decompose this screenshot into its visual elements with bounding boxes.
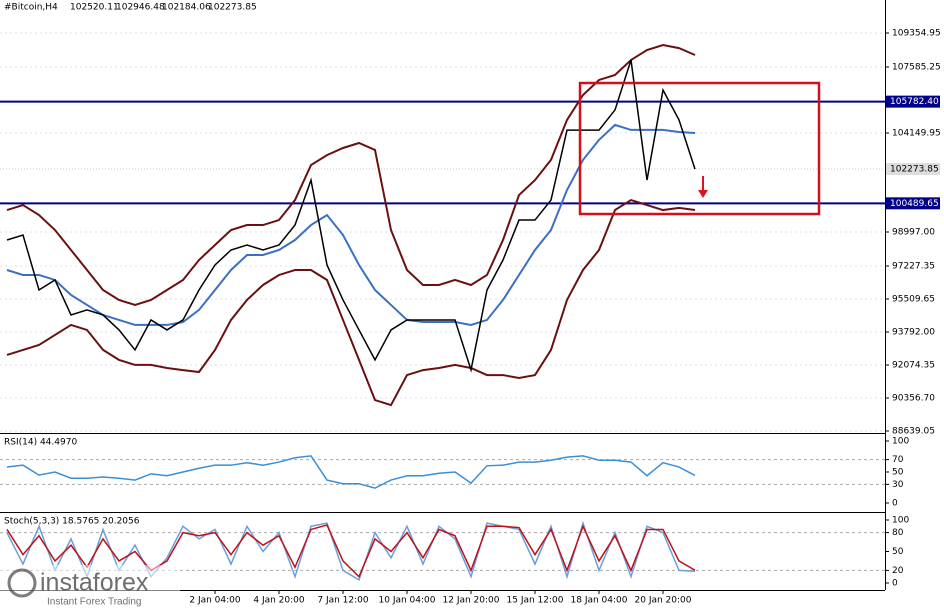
y-tick-label: 100 (892, 516, 909, 526)
y-tick-label: 0 (892, 579, 898, 589)
x-tick-label: 12 Jan 20:00 (443, 596, 500, 606)
y-tick-label: 93792.00 (892, 328, 935, 338)
watermark: instaforex Instant Forex Trading (0, 565, 180, 611)
y-tick-label: 50 (892, 468, 904, 478)
x-tick-label: 10 Jan 04:00 (379, 596, 436, 606)
brand: instaforex (40, 569, 149, 597)
last-price-bg (886, 163, 940, 176)
ohlc-high: 102946.48 (116, 3, 165, 13)
rsi-title: RSI(14) 44.4970 (4, 438, 77, 448)
x-tick-label: 2 Jan 04:00 (189, 596, 241, 606)
y-tick-label: 98997.00 (892, 228, 935, 238)
y-tick-label: 90356.70 (892, 394, 935, 404)
y-tick-label: 104149.95 (892, 129, 941, 139)
tagline: Instant Forex Trading (47, 597, 142, 608)
ohlc-open: 102520.11 (70, 3, 119, 13)
x-tick-label: 7 Jan 12:00 (317, 596, 369, 606)
stoch-title: Stoch(5,3,3) 18.5765 20.2056 (4, 517, 140, 527)
y-tick-label: 95509.65 (892, 295, 935, 305)
y-tick-label: 80 (892, 528, 904, 538)
last-price-label: 102273.85 (890, 165, 939, 175)
y-tick-label: 20 (892, 566, 904, 576)
logo-icon (7, 568, 37, 598)
x-tick-label: 20 Jan 20:00 (635, 596, 692, 606)
level-label: 105782.40 (890, 97, 939, 107)
level-label-bg (886, 197, 940, 210)
y-tick-label: 97227.35 (892, 262, 935, 272)
series-line (6, 524, 696, 579)
chart-title: #Bitcoin,H4 (4, 3, 58, 13)
plot: 88639.05 90356.70 92074.35 93792.00 95509.65… (0, 29, 941, 606)
series-line (6, 455, 696, 489)
series-line (6, 198, 696, 407)
y-tick-label: 50 (892, 547, 904, 557)
y-tick-label: 70 (892, 455, 904, 465)
x-tick-label: 15 Jan 12:00 (507, 596, 564, 606)
y-tick-label: 88639.05 (892, 427, 935, 437)
y-tick-label: 30 (892, 480, 904, 490)
ohlc-close: 102273.85 (208, 3, 257, 13)
y-tick-label: 107585.25 (892, 63, 941, 73)
y-tick-label: 92074.35 (892, 361, 935, 371)
y-tick-label: 0 (892, 499, 898, 509)
highlight-box (578, 81, 821, 216)
x-tick-label: 18 Jan 04:00 (571, 596, 628, 606)
arrow-head (698, 190, 708, 198)
y-tick-label: 109354.95 (892, 29, 941, 39)
level-label: 100489.65 (890, 199, 939, 209)
x-tick-label: 4 Jan 20:00 (253, 596, 305, 606)
level-label-bg (886, 95, 940, 108)
y-tick-label: 100 (892, 437, 909, 447)
ohlc-low: 102184.06 (162, 3, 211, 13)
